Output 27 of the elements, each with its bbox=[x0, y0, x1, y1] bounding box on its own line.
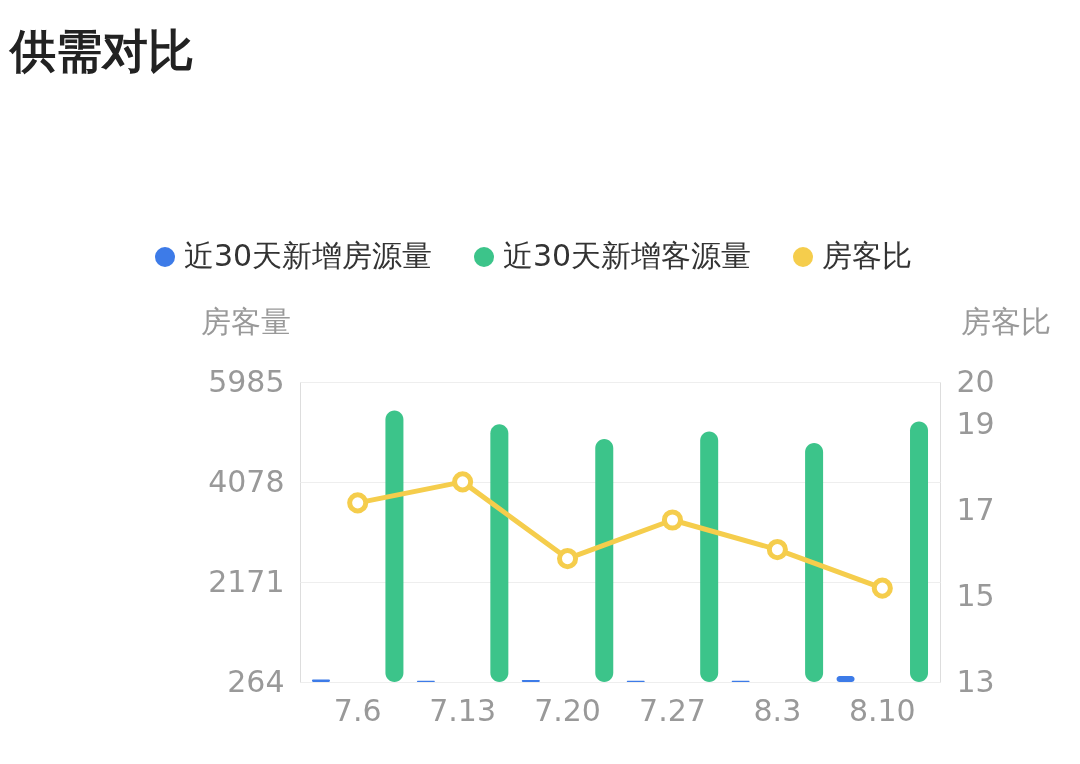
y-tick-label: 264 bbox=[227, 663, 285, 699]
y-tick-label: 4078 bbox=[208, 463, 285, 499]
point bbox=[661, 509, 684, 531]
x-tick-label: 8.10 bbox=[848, 692, 916, 728]
y2-tick-label: 15 bbox=[956, 577, 995, 613]
y-tick-label: 2171 bbox=[208, 563, 285, 599]
point bbox=[452, 471, 474, 493]
y-tick-label: 5985 bbox=[208, 363, 285, 399]
x-tick-label: 7.20 bbox=[534, 692, 601, 728]
point bbox=[766, 539, 788, 561]
legend-label: 近30天新增客源量 bbox=[503, 238, 752, 273]
x-tick-label: 7.6 bbox=[333, 692, 382, 728]
legend-label: 近30天新增房源量 bbox=[184, 238, 433, 273]
y2-tick-label: 20 bbox=[956, 363, 995, 399]
y-axis-title: 房客量 bbox=[200, 303, 291, 339]
point bbox=[556, 548, 579, 570]
x-tick-label: 7.13 bbox=[429, 692, 497, 728]
y2-tick-label: 17 bbox=[956, 492, 995, 528]
point bbox=[347, 492, 369, 514]
y2-axis-title: 房客比 bbox=[960, 303, 1051, 339]
x-tick-label: 7.27 bbox=[639, 692, 706, 728]
point bbox=[871, 577, 893, 599]
legend-label: 房客比 bbox=[822, 238, 912, 273]
y2-tick-label: 19 bbox=[956, 406, 995, 442]
x-tick-label: 8.3 bbox=[753, 692, 802, 728]
y2-tick-label: 13 bbox=[956, 663, 995, 699]
chart-title: 供需对比 bbox=[8, 24, 194, 78]
